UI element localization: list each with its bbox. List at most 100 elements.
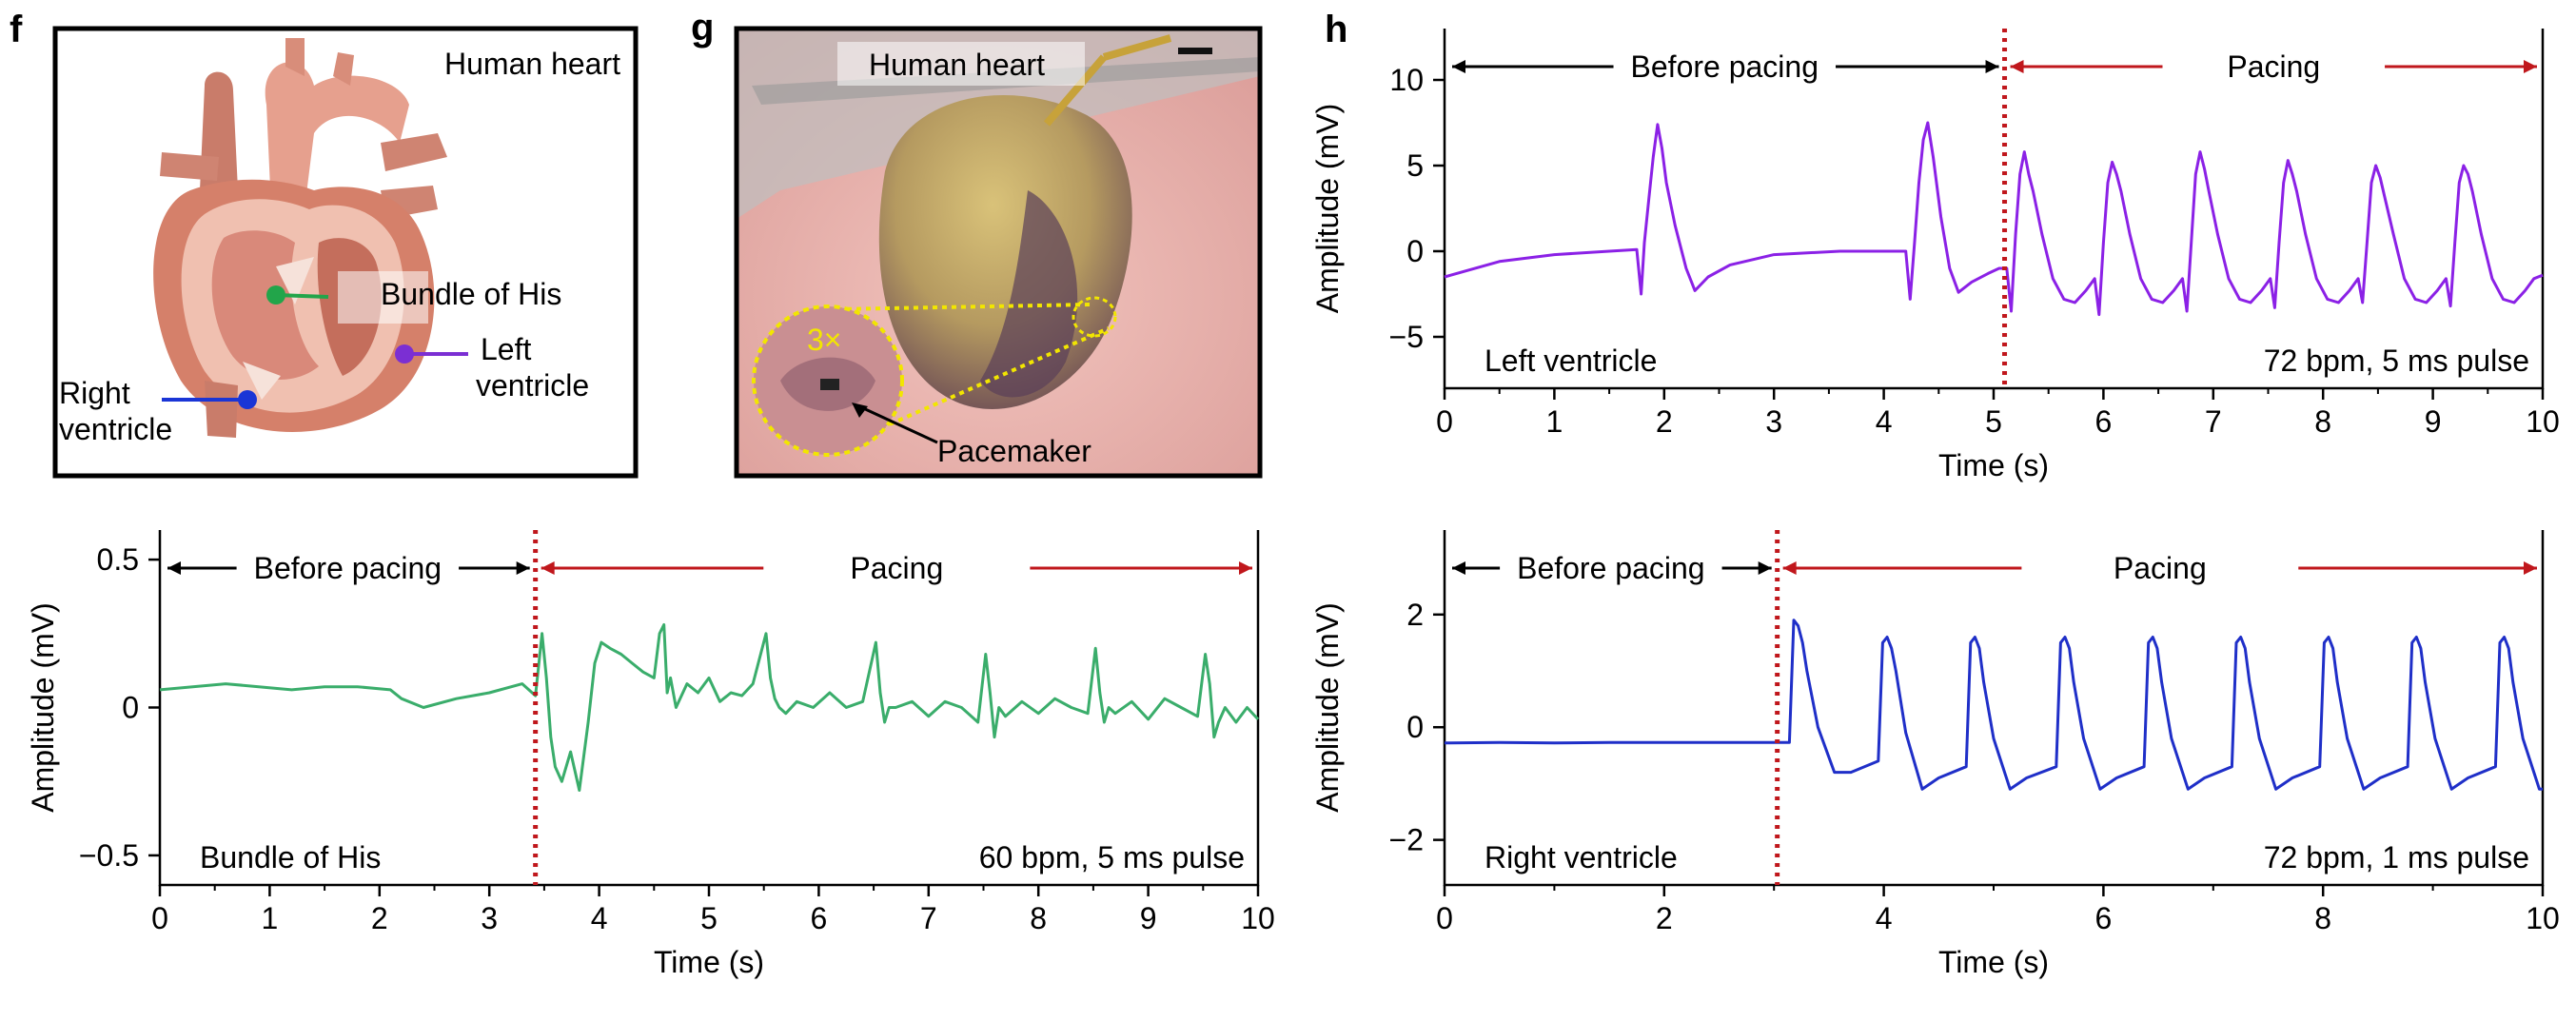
heart-illustration [153,38,447,438]
x-tick-label: 3 [481,901,498,935]
y-tick-label: −2 [1389,823,1424,857]
pacing-params-label: 72 bpm, 5 ms pulse [2264,344,2529,378]
his-marker [266,285,285,305]
y-tick-label: 5 [1406,148,1424,183]
x-tick-label: 8 [2314,901,2331,935]
pacing-arrow-right-head [2524,60,2537,73]
x-tick-label: 9 [2425,404,2442,439]
y-tick-label: 0 [1406,234,1424,268]
y-tick-label: 2 [1406,598,1424,632]
heart-photo [737,29,1260,476]
y-tick-label: −5 [1389,320,1424,354]
panel-letter-h: h [1325,9,1347,50]
x-tick-label: 10 [2526,901,2560,935]
x-tick-label: 0 [1436,901,1453,935]
before-arrow-right-head [1985,60,1999,73]
panel-letter-f: f [10,9,23,50]
pacing-arrow-right-head [1239,561,1252,575]
before-arrow-left-head [1452,561,1465,575]
x-tick-label: 8 [1030,901,1047,935]
x-tick-label: 6 [2095,404,2113,439]
y-tick-label: −0.5 [79,838,139,873]
pacing-params-label: 72 bpm, 1 ms pulse [2264,840,2529,875]
x-tick-label: 6 [2095,901,2113,935]
axis-frame [1443,29,2545,390]
pacing-arrow-left-head [541,561,555,575]
label-left-ventricle-line: Left [481,332,531,366]
x-tick-label: 2 [1656,404,1673,439]
x-tick-label: 4 [1876,404,1893,439]
before-arrow-right-head [1758,561,1772,575]
panel-f-title: Human heart [444,47,620,81]
x-tick-label: 2 [1656,901,1673,935]
x-tick-label: 8 [2314,404,2331,439]
region-pacing-label: Pacing [2227,49,2320,84]
y-tick-label: 0.5 [97,542,139,577]
pacemaker-pointer [860,405,938,444]
panel-f: Human heart Bundle of His Left ventricle … [52,26,639,479]
x-tick-label: 2 [371,901,388,935]
pacing-arrow-left-head [2010,60,2024,73]
y-tick-label: 0 [122,691,139,725]
x-tick-label: 0 [151,901,168,935]
before-arrow-left-head [167,561,181,575]
x-tick-label: 5 [1985,404,2002,439]
panel-g-frame [734,26,1263,479]
zoom-source-circle [1072,296,1117,338]
panel-letter-g: g [691,7,714,49]
region-pacing-label: Pacing [2114,551,2207,585]
x-tick-label: 10 [2526,404,2560,439]
pacemaker-device [820,379,839,390]
chart-right-ventricle: 0 2 4 6 8 10 2 0 −2 Time (s) Amplitude (mV) Before … [1310,530,2560,979]
before-arrow-left-head [1452,60,1465,73]
x-axis-label: Time (s) [1938,448,2049,482]
series-line [1444,121,2544,317]
y-tick-label: 10 [1389,63,1424,97]
series-line [159,623,1260,792]
x-axis-label: Time (s) [1938,945,2049,979]
x-tick-label: 4 [1876,901,1893,935]
x-tick-label: 3 [1765,404,1782,439]
x-tick-label: 9 [1140,901,1157,935]
y-tick-label: 0 [1406,710,1424,744]
series-line [1444,619,2543,791]
trace-name-label: Left ventricle [1485,344,1657,378]
label-right-ventricle-line: Right [59,376,130,410]
x-tick-label: 4 [591,901,608,935]
label-left-ventricle-line: ventricle [476,368,589,403]
x-tick-label: 1 [262,901,279,935]
x-tick-label: 0 [1436,404,1453,439]
x-tick-label: 10 [1241,901,1275,935]
region-before-label: Before pacing [254,551,442,585]
x-tick-label: 7 [2205,404,2222,439]
label-bundle-of-his: Bundle of His [381,277,561,311]
panel-g: Human heart 3× Pacemaker [734,26,1263,479]
region-before-label: Before pacing [1517,551,1704,585]
x-axis-label: Time (s) [654,945,764,979]
left-ventricle-marker [395,344,414,364]
zoom-line-top [836,303,1091,311]
y-axis-label: Amplitude (mV) [26,602,60,813]
panel-g-title: Human heart [869,48,1045,82]
label-right-ventricle-line: ventricle [59,412,172,446]
chart-bundle-of-his: 0 1 2 3 4 5 6 7 8 9 10 0.5 0 −0.5 Time (s) Amplitude (m… [26,530,1275,979]
trace-name-label: Bundle of His [200,840,381,875]
label-right-ventricle: Right ventricle [59,376,172,446]
trace-name-label: Right ventricle [1485,840,1678,875]
pacing-arrow-left-head [1782,561,1797,575]
pacing-params-label: 60 bpm, 5 ms pulse [979,840,1245,875]
region-before-label: Before pacing [1631,49,1819,84]
right-ventricle-marker [238,390,257,409]
chart-left-ventricle: 0 1 2 3 4 5 6 7 8 9 10 10 5 0 −5 Time (s) Amplitude (mV)… [1310,29,2560,482]
label-left-ventricle: Left ventricle [476,332,589,403]
region-pacing-label: Pacing [850,551,943,585]
y-axis-label: Amplitude (mV) [1310,602,1345,813]
x-tick-label: 6 [811,901,828,935]
x-tick-label: 1 [1546,404,1563,439]
x-tick-label: 7 [920,901,937,935]
pacemaker-label: Pacemaker [937,434,1091,468]
x-tick-label: 5 [700,901,718,935]
magnification-label: 3× [807,323,841,357]
before-arrow-right-head [516,561,530,575]
